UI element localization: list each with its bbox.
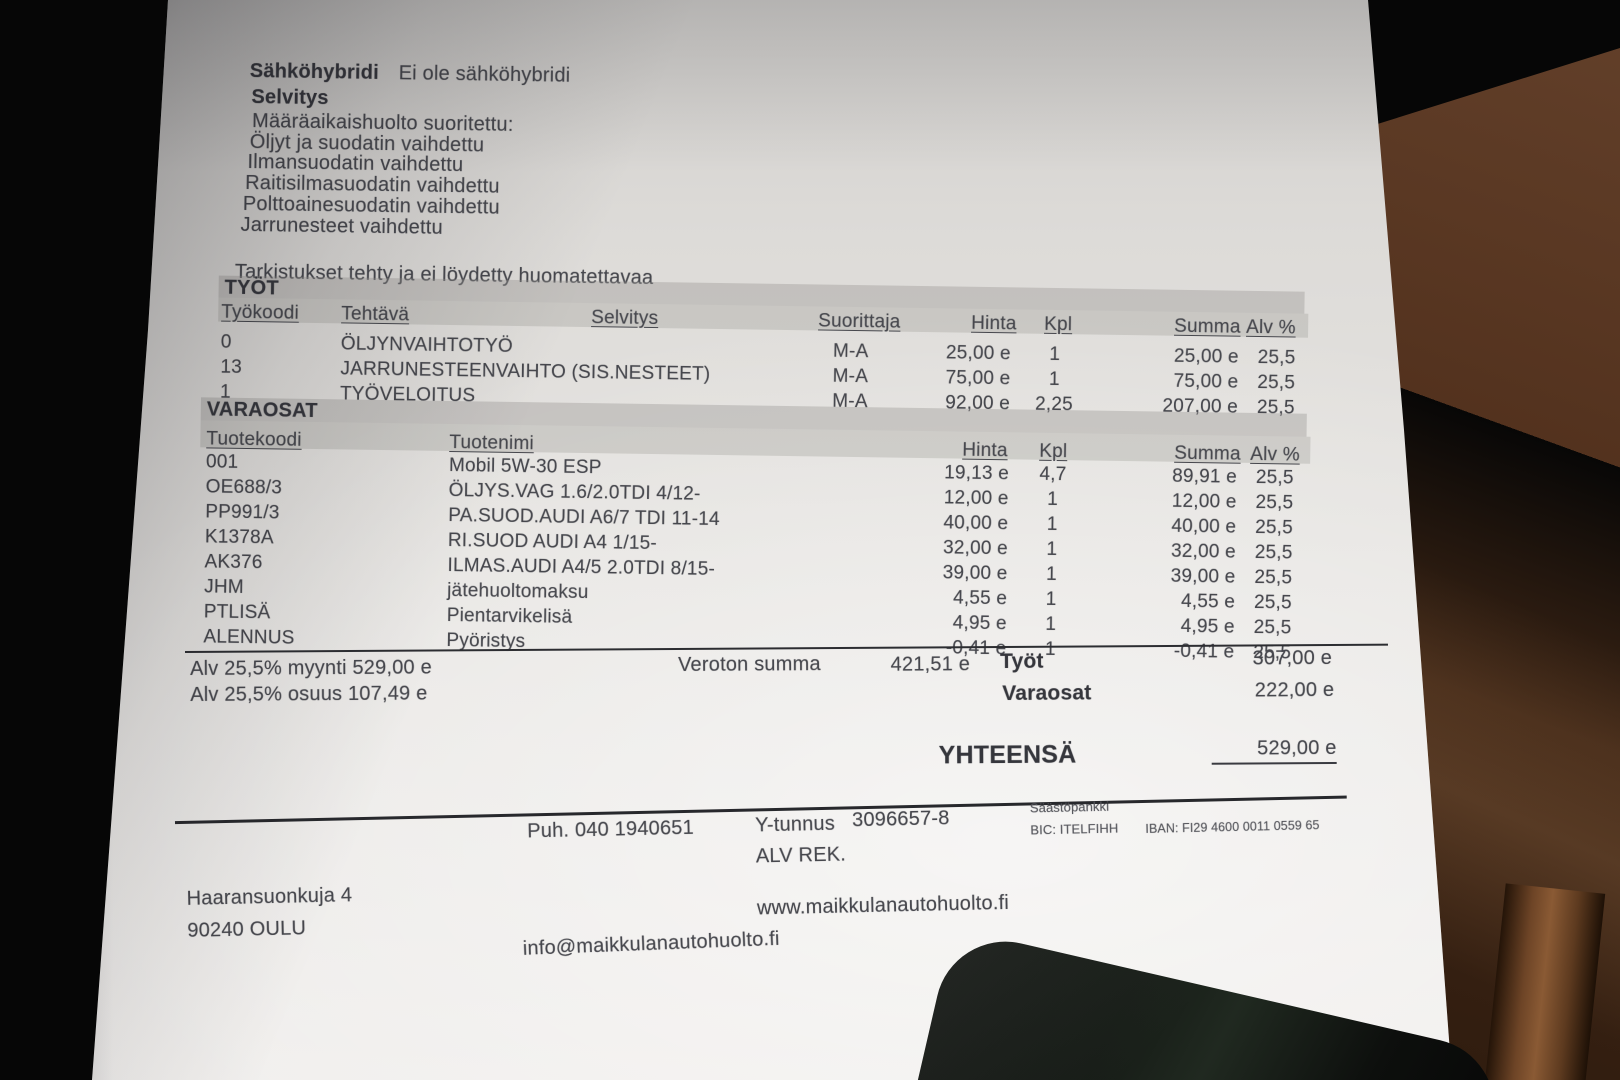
email-address: info@maikkulanautohuolto.fi <box>522 927 781 960</box>
address-city: 90240 OULU <box>187 917 307 942</box>
business-id-value: 3096657-8 <box>851 807 950 832</box>
phone-line: Puh. 040 1940651 <box>527 816 695 843</box>
business-id-label: Y-tunnus <box>754 812 836 837</box>
iban-number: IBAN: FI29 4600 0011 0559 65 <box>1145 818 1320 836</box>
website-url: www.maikkulanautohuolto.fi <box>756 891 1010 920</box>
bank-name: Säästöpankki <box>1029 798 1110 816</box>
bic-code: BIC: ITELFIHH <box>1030 820 1119 838</box>
vat-registered: ALV REK. <box>755 843 847 868</box>
address-street: Haaransuonkuja 4 <box>186 884 353 910</box>
